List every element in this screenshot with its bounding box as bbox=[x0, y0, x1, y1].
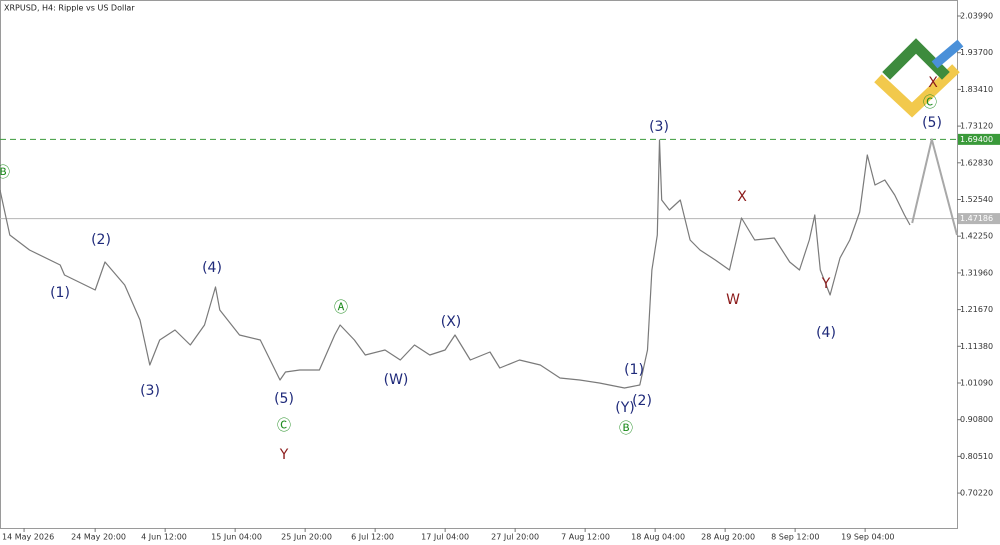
x-tick-label: 8 Sep 12:00 bbox=[771, 533, 819, 542]
wave-label: (4) bbox=[816, 325, 836, 341]
wave-label: (W) bbox=[384, 372, 409, 388]
x-tick-label: 7 Aug 12:00 bbox=[561, 533, 610, 542]
y-tick-label: 0.80510 bbox=[960, 452, 993, 461]
x-tick-label: 19 Sep 04:00 bbox=[841, 533, 894, 542]
y-tick-label: 1.73120 bbox=[960, 122, 993, 131]
y-tick-label: 0.90800 bbox=[960, 415, 993, 424]
wave-label: (5) bbox=[922, 115, 942, 131]
projection-line bbox=[911, 138, 958, 236]
price-label-box bbox=[958, 133, 1000, 145]
price-label: 1.69400 bbox=[960, 135, 993, 144]
wave-label: (1) bbox=[624, 362, 644, 378]
wave-label: (2) bbox=[91, 232, 111, 248]
x-tick-label: 24 May 20:00 bbox=[71, 533, 126, 542]
logo bbox=[874, 38, 964, 118]
wave-label: Y bbox=[279, 447, 289, 463]
y-tick-label: 1.21670 bbox=[960, 305, 993, 314]
wave-label: (3) bbox=[140, 383, 160, 399]
wave-label: Ⓒ bbox=[277, 418, 291, 434]
logo-blue bbox=[931, 39, 964, 69]
y-tick-label: 1.52540 bbox=[960, 195, 993, 204]
x-tick-label: 4 Jun 12:00 bbox=[141, 533, 187, 542]
wave-label: X bbox=[928, 75, 938, 91]
chart-title: XRPUSD, H4: Ripple vs US Dollar bbox=[4, 4, 135, 13]
wave-label: W bbox=[726, 292, 740, 308]
y-tick-label: 1.93700 bbox=[960, 48, 993, 57]
wave-label: (4) bbox=[202, 260, 222, 276]
price-line-series bbox=[0, 139, 911, 389]
wave-label: (1) bbox=[50, 285, 70, 301]
x-tick-label: 15 Jun 04:00 bbox=[211, 533, 262, 542]
wave-label: (2) bbox=[632, 393, 652, 409]
wave-label: (Y) bbox=[615, 400, 634, 416]
wave-label: Ⓐ bbox=[334, 300, 348, 316]
wave-label: Ⓑ bbox=[0, 165, 10, 181]
y-tick-label: 1.31960 bbox=[960, 268, 993, 277]
price-label-box bbox=[958, 213, 1000, 225]
x-tick-label: 14 May 2026 bbox=[2, 533, 54, 542]
y-tick-label: 1.01090 bbox=[960, 378, 993, 387]
y-tick-label: 1.83410 bbox=[960, 85, 993, 94]
wave-label: X bbox=[737, 189, 747, 205]
price-label: 1.47186 bbox=[960, 214, 993, 223]
wave-label: (3) bbox=[649, 119, 669, 135]
y-tick-label: 2.03990 bbox=[960, 12, 993, 21]
x-tick-label: 25 Jun 20:00 bbox=[281, 533, 332, 542]
wave-label: Y bbox=[821, 276, 831, 292]
x-tick-label: 27 Jul 20:00 bbox=[491, 533, 539, 542]
y-tick-label: 1.42250 bbox=[960, 232, 993, 241]
x-tick-label: 28 Aug 20:00 bbox=[701, 533, 755, 542]
y-tick-label: 1.11380 bbox=[960, 342, 993, 351]
wave-label: Ⓑ bbox=[619, 421, 633, 437]
y-tick-label: 0.70220 bbox=[960, 489, 993, 498]
x-tick-label: 18 Aug 04:00 bbox=[631, 533, 685, 542]
x-tick-label: 17 Jul 04:00 bbox=[421, 533, 469, 542]
wave-label: (5) bbox=[274, 391, 294, 407]
plot-frame bbox=[0, 0, 958, 529]
x-tick-label: 6 Jul 12:00 bbox=[351, 533, 394, 542]
wave-label: (X) bbox=[441, 314, 462, 330]
wave-label: Ⓒ bbox=[923, 95, 937, 111]
logo-yellow bbox=[874, 64, 960, 118]
y-tick-label: 1.62830 bbox=[960, 158, 993, 167]
